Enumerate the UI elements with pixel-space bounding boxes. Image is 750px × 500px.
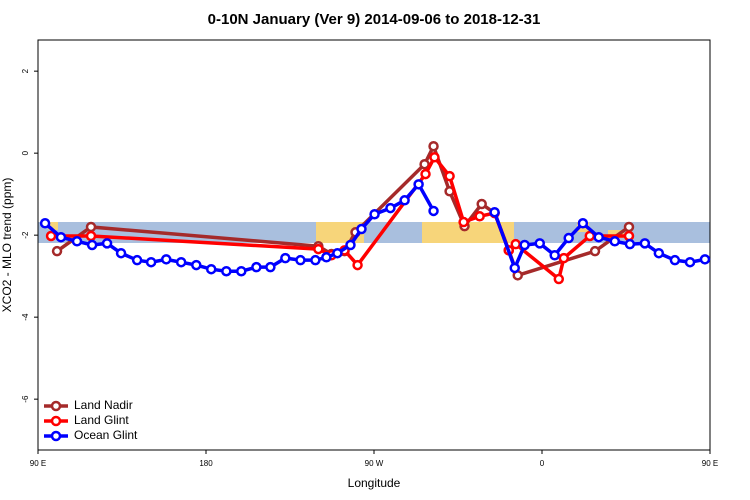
data-point: [623, 230, 635, 242]
x-tick-label: 90 E: [30, 459, 46, 468]
y-tick-label: 0: [21, 150, 30, 155]
legend-label: Land Glint: [74, 413, 129, 427]
data-point: [563, 232, 574, 244]
data-point: [458, 216, 469, 228]
x-tick-label: 90 E: [702, 459, 718, 468]
data-point: [624, 238, 636, 250]
data-point: [519, 239, 530, 251]
land-patch: [48, 222, 58, 230]
data-point: [131, 254, 143, 266]
data-point: [265, 261, 276, 273]
data-point: [577, 218, 589, 229]
data-point: [589, 245, 601, 257]
data-point: [653, 247, 665, 259]
data-point: [428, 205, 439, 217]
data-point: [385, 202, 396, 214]
data-point: [639, 238, 651, 249]
data-point: [221, 265, 232, 277]
data-point: [71, 236, 83, 247]
land-patch: [422, 222, 514, 243]
legend-marker: [50, 430, 62, 442]
data-point: [321, 252, 332, 263]
data-point: [175, 256, 187, 268]
data-point: [474, 211, 485, 222]
legend-label: Ocean Glint: [74, 428, 138, 442]
data-point: [444, 170, 455, 182]
data-point: [489, 206, 500, 218]
data-point: [429, 152, 440, 163]
data-point: [420, 168, 431, 180]
data-point: [609, 236, 621, 247]
data-point: [86, 239, 98, 251]
data-point: [369, 209, 380, 220]
legend-marker: [50, 400, 62, 412]
x-tick-label: 90 W: [365, 459, 384, 468]
data-point: [295, 254, 306, 266]
data-point: [623, 221, 635, 233]
data-point: [45, 230, 57, 242]
data-point: [191, 259, 202, 271]
legend-marker: [50, 415, 62, 427]
data-point: [399, 195, 410, 206]
data-point: [39, 218, 51, 229]
series-line: [43, 181, 436, 273]
data-point: [85, 230, 97, 242]
data-point: [684, 256, 696, 268]
data-point: [549, 250, 560, 261]
data-point: [699, 254, 711, 265]
x-tick-label: 180: [199, 459, 213, 468]
data-point: [145, 256, 157, 268]
x-axis-label: Longitude: [348, 476, 401, 490]
data-point: [55, 231, 67, 243]
data-point: [345, 239, 356, 251]
data-point: [356, 223, 367, 235]
y-tick-label: -4: [21, 313, 30, 321]
data-point: [534, 238, 546, 249]
data-point: [85, 221, 97, 233]
data-point: [205, 263, 217, 275]
data-point: [476, 198, 487, 210]
data-point: [332, 247, 343, 259]
data-point: [251, 261, 262, 273]
data-point: [280, 252, 291, 264]
data-point: [669, 254, 681, 266]
data-point: [510, 238, 521, 250]
data-point: [553, 273, 565, 285]
data-point: [310, 254, 321, 266]
y-tick-label: -2: [21, 231, 30, 239]
data-point: [160, 254, 172, 265]
data-point: [313, 243, 324, 255]
y-axis-label: XCO2 - MLO trend (ppm): [0, 178, 14, 313]
y-tick-label: 2: [21, 68, 30, 73]
data-point: [593, 231, 604, 243]
data-point: [558, 252, 570, 264]
data-point: [509, 262, 520, 274]
data-point: [419, 158, 430, 170]
data-point: [115, 247, 127, 259]
data-point: [101, 238, 113, 249]
data-point: [236, 265, 247, 277]
legend-label: Land Nadir: [74, 398, 133, 412]
data-point: [413, 179, 424, 190]
x-tick-label: 0: [540, 459, 545, 468]
land-patch: [608, 230, 624, 238]
data-point: [352, 259, 363, 271]
data-point: [428, 140, 439, 152]
y-tick-label: -6: [21, 395, 30, 403]
data-point: [51, 245, 63, 257]
chart-title: 0-10N January (Ver 9) 2014-09-06 to 2018…: [208, 11, 541, 28]
